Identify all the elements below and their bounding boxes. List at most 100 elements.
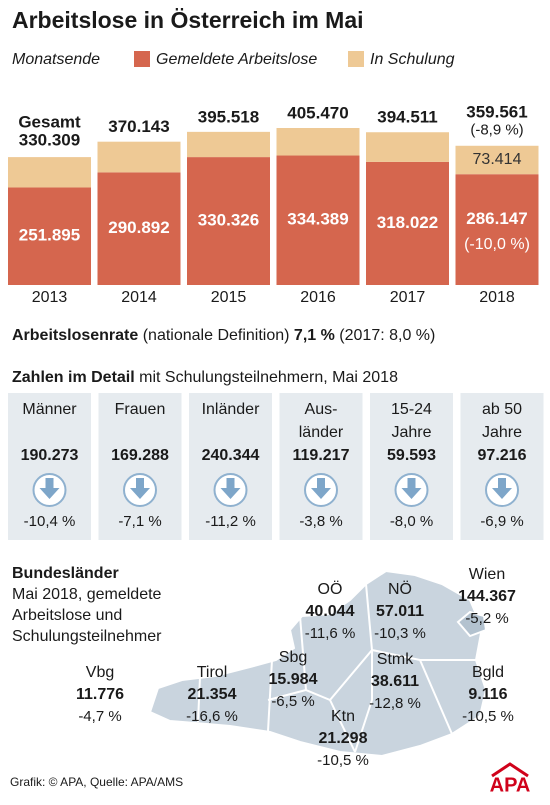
bar-segment bbox=[8, 187, 91, 285]
region-value: 11.776 bbox=[76, 686, 124, 703]
bar-segment bbox=[276, 155, 360, 285]
region-change: -5,2 % bbox=[465, 610, 508, 627]
detail-value: 169.288 bbox=[111, 447, 169, 464]
total-change-label: (-8,9 %) bbox=[470, 122, 523, 139]
detail-label: Aus- bbox=[305, 401, 338, 418]
region-name: Vbg bbox=[86, 664, 114, 681]
total-label: 394.511 bbox=[377, 108, 438, 127]
region-name: Tirol bbox=[197, 664, 228, 681]
detail-subtitle: mit Schulungsteilnehmern, Mai 2018 bbox=[139, 369, 398, 386]
bar-value-label: 286.147 bbox=[466, 209, 527, 228]
regions-description: Schulungsteilnehmer bbox=[12, 628, 162, 645]
legend-label: Gemeldete Arbeitslose bbox=[156, 51, 317, 68]
region-value: 15.984 bbox=[269, 671, 318, 688]
detail-label: länder bbox=[299, 424, 344, 441]
map-borders bbox=[197, 583, 476, 753]
down-arrow bbox=[130, 478, 150, 499]
detail-change: -8,0 % bbox=[390, 513, 433, 530]
x-tick-label: 2016 bbox=[300, 289, 336, 306]
bar-segment bbox=[366, 161, 449, 285]
map-wien bbox=[456, 610, 488, 638]
region-name: Wien bbox=[469, 566, 505, 583]
bar-segment bbox=[276, 128, 360, 156]
bar-value-label: 330.326 bbox=[198, 211, 259, 230]
title: Arbeitslose in Österreich im Mai bbox=[12, 7, 364, 33]
x-tick-label: 2014 bbox=[121, 289, 157, 306]
regions-description: Mai 2018, gemeldete bbox=[12, 586, 162, 603]
x-tick-label: 2013 bbox=[32, 289, 68, 306]
detail-change: -3,8 % bbox=[299, 513, 342, 530]
region-value: 21.354 bbox=[188, 686, 237, 703]
region-value: 40.044 bbox=[306, 603, 355, 620]
region-change: -11,6 % bbox=[305, 625, 356, 642]
down-arrow bbox=[220, 478, 241, 499]
detail-box bbox=[460, 393, 544, 540]
legend-title: Monatsende bbox=[12, 51, 100, 68]
region-change: -4,7 % bbox=[78, 708, 121, 725]
total-label: 395.518 bbox=[198, 107, 259, 126]
legend-swatch bbox=[134, 51, 150, 67]
rate-line: Arbeitslosenrate (nationale Definition) … bbox=[12, 327, 435, 344]
rate-part: (nationale Definition) bbox=[143, 327, 290, 344]
region-name: Bgld bbox=[472, 664, 504, 681]
region-name: Stmk bbox=[377, 651, 414, 668]
x-tick-label: 2018 bbox=[479, 289, 515, 306]
legend-swatch bbox=[348, 51, 364, 67]
bar-value-label: 318.022 bbox=[377, 213, 438, 232]
detail-label: Inländer bbox=[202, 401, 260, 418]
rate-part: 7,1 % bbox=[294, 327, 335, 344]
detail-heading: Zahlen im Detail mit Schulungsteilnehmer… bbox=[12, 369, 398, 386]
region-name: Ktn bbox=[331, 708, 355, 725]
x-tick-label: 2017 bbox=[390, 289, 426, 306]
bar-value-label: 290.892 bbox=[108, 218, 169, 237]
region-change: -10,5 % bbox=[462, 708, 514, 725]
detail-box bbox=[98, 393, 182, 540]
region-value: 21.298 bbox=[319, 730, 368, 747]
region-name: NÖ bbox=[388, 580, 412, 598]
region-change: -6,5 % bbox=[271, 693, 314, 710]
detail-value: 59.593 bbox=[387, 447, 436, 464]
region-value: 38.611 bbox=[371, 673, 419, 690]
bar-change-label: (-10,0 %) bbox=[464, 236, 530, 253]
detail-box bbox=[370, 393, 453, 540]
region-value: 57.011 bbox=[376, 603, 424, 620]
region-change: -10,3 % bbox=[374, 625, 426, 642]
region-change: -12,8 % bbox=[369, 695, 421, 712]
detail-value: 97.216 bbox=[478, 447, 527, 464]
bar-segment bbox=[187, 157, 270, 285]
region-name: OÖ bbox=[318, 580, 343, 598]
detail-label: Jahre bbox=[391, 424, 431, 441]
bar-segment bbox=[455, 174, 539, 285]
bar-segment bbox=[366, 132, 449, 162]
detail-label: Jahre bbox=[482, 424, 522, 441]
region-value: 144.367 bbox=[458, 588, 516, 605]
total-label: 370.143 bbox=[108, 117, 169, 136]
detail-label: Frauen bbox=[115, 401, 166, 418]
region-change: -16,6 % bbox=[186, 708, 238, 725]
detail-label: Männer bbox=[22, 401, 77, 418]
bar-value-label: 334.389 bbox=[287, 210, 348, 229]
rate-part: Arbeitslosenrate bbox=[12, 327, 138, 344]
bar-segment bbox=[8, 157, 91, 188]
detail-value: 119.217 bbox=[293, 447, 350, 464]
down-arrow bbox=[401, 478, 422, 499]
footer-source: Grafik: © APA, Quelle: APA/AMS bbox=[10, 775, 183, 789]
x-tick-label: 2015 bbox=[211, 289, 247, 306]
bar-segment bbox=[97, 172, 181, 285]
bar-segment bbox=[455, 145, 539, 175]
region-value: 9.116 bbox=[468, 686, 507, 703]
detail-box bbox=[8, 393, 91, 540]
bar-segment bbox=[187, 131, 270, 158]
bar-value-label: 251.895 bbox=[19, 226, 80, 245]
down-arrow bbox=[39, 478, 60, 499]
total-label: 359.561 bbox=[466, 102, 527, 121]
logo-chevron bbox=[491, 762, 529, 778]
detail-label: ab 50 bbox=[482, 401, 522, 418]
down-arrow bbox=[311, 478, 331, 499]
total-label: 330.309 bbox=[19, 131, 80, 150]
legend-label: In Schulung bbox=[370, 51, 455, 68]
bar-segment bbox=[97, 141, 181, 173]
detail-change: -11,2 % bbox=[205, 513, 256, 530]
